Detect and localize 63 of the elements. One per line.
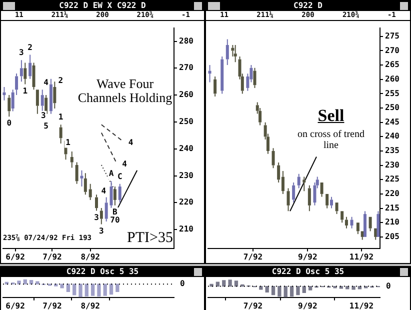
chart-title: C922 D EW X C922 D <box>59 1 146 10</box>
y-tick-label: 205 <box>385 232 400 242</box>
annotation: 3 <box>94 212 100 222</box>
y-tick-label: 235 <box>385 146 400 156</box>
chart-title: C922 D Osc 5 35 <box>272 267 344 276</box>
x-tick-label: 9/92 <box>298 252 318 262</box>
y-tick-label: 250 <box>385 103 400 112</box>
chart-title: C922 D Osc 5 35 <box>66 267 139 276</box>
annotation: 0 <box>6 118 12 128</box>
y-tick-label: 240 <box>179 144 194 153</box>
x-tick-label: 8/92 <box>80 301 100 310</box>
annotation: 2 <box>58 76 64 85</box>
y-tick-label: 230 <box>179 170 194 180</box>
annotation: 1 <box>66 138 71 147</box>
annotation: PTI>35 <box>127 230 173 246</box>
annotation: 3 <box>40 110 46 120</box>
y-tick-label: 250 <box>179 117 194 126</box>
y-tick-label: 210 <box>385 218 400 227</box>
ref-line-label: 0 <box>180 279 185 288</box>
annotation: 2 <box>28 42 33 52</box>
annotation: 4 <box>101 186 106 196</box>
annotation: 4 <box>44 78 49 87</box>
y-tick-label: 225 <box>385 174 400 184</box>
y-tick-label: 220 <box>179 198 194 207</box>
annotation: 1 <box>22 86 28 96</box>
ref-line-label: 0 <box>386 281 391 290</box>
annotation: 1 <box>58 112 64 122</box>
y-tick-label: 260 <box>179 90 194 100</box>
x-tick-label: 7/92 <box>42 252 62 262</box>
y-tick-label: 245 <box>385 117 400 126</box>
x-tick-label: 11/92 <box>349 301 374 310</box>
x-tick-label: 6/92 <box>6 301 26 310</box>
y-tick-label: 210 <box>179 224 194 234</box>
x-tick-label: 6/92 <box>6 252 26 262</box>
y-tick-label: 280 <box>179 36 194 46</box>
x-tick-label: 7/92 <box>243 301 263 310</box>
annotation: 4 <box>128 138 134 147</box>
y-tick-label: 270 <box>385 46 400 55</box>
y-tick-label: 265 <box>385 60 400 70</box>
y-tick-label: 220 <box>385 189 400 198</box>
x-tick-label: 8/92 <box>80 252 100 262</box>
y-tick-label: 215 <box>385 203 400 212</box>
x-tick-label: 9/92 <box>298 301 318 310</box>
annotation: 4 <box>122 159 128 168</box>
y-tick-label: 255 <box>385 88 400 98</box>
annotation: Sell <box>316 106 346 126</box>
x-tick-label: 7/92 <box>42 301 62 310</box>
y-tick-label: 275 <box>385 31 400 40</box>
annotation: A <box>108 169 114 178</box>
annotation: 3 <box>99 226 104 236</box>
x-tick-label: 11/92 <box>349 252 374 262</box>
y-tick-label: 230 <box>385 160 400 170</box>
annotation: on cross of trend line <box>296 129 366 151</box>
annotation: 3 <box>19 48 24 58</box>
annotation: C <box>117 172 122 181</box>
y-tick-label: 240 <box>385 132 400 141</box>
y-tick-label: 270 <box>179 63 194 72</box>
annotation: Wave Four Channels Holding <box>76 76 174 106</box>
y-tick-label: 260 <box>385 74 400 84</box>
annotation: 70 <box>110 216 120 225</box>
annotation: 5 <box>44 121 49 130</box>
chart-title: C922 D <box>294 1 322 10</box>
x-tick-label: 7/92 <box>243 252 263 262</box>
